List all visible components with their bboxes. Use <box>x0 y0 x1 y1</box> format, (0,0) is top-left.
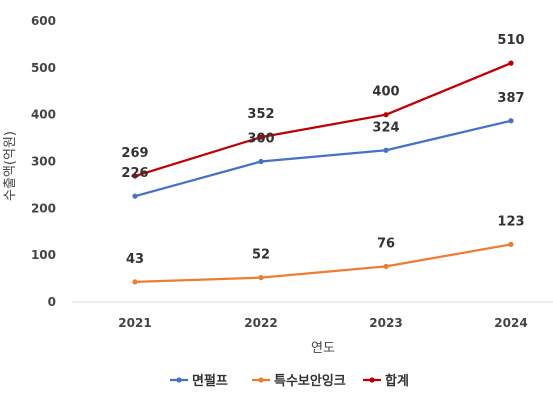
legend-marker <box>258 377 264 383</box>
series-line <box>133 62 513 178</box>
data-point <box>132 173 138 179</box>
data-point <box>132 193 138 199</box>
data-point <box>508 118 514 124</box>
data-label: 76 <box>377 236 395 251</box>
series-line <box>133 119 513 198</box>
data-point <box>258 134 264 140</box>
y-tick-label: 0 <box>48 295 56 309</box>
data-label: 352 <box>247 107 274 122</box>
legend-label: 면펄프 <box>192 373 228 389</box>
y-tick-label: 500 <box>31 61 56 75</box>
x-tick-label: 2022 <box>244 316 277 330</box>
legend-marker <box>369 377 375 383</box>
y-axis-title: 수출액(억원) <box>3 131 18 201</box>
y-tick-label: 300 <box>31 155 56 169</box>
data-point <box>508 60 514 66</box>
data-label: 43 <box>126 252 144 267</box>
data-point <box>258 275 264 281</box>
data-label: 387 <box>497 91 524 106</box>
y-tick-label: 100 <box>31 248 56 262</box>
data-labels: 226 300 324 387 43 52 76 123 269 352 400 510 <box>121 33 524 267</box>
data-label: 52 <box>252 248 270 263</box>
series-line <box>133 243 513 283</box>
legend: 면펄프 특수보안잉크 합계 <box>170 373 409 389</box>
data-label: 510 <box>497 33 524 48</box>
data-point <box>258 158 264 165</box>
legend-label: 합계 <box>385 373 409 389</box>
data-label: 300 <box>247 132 274 147</box>
legend-label: 특수보안잉크 <box>274 373 346 389</box>
y-axis-ticks: 0 100 200 300 400 500 600 <box>31 14 56 309</box>
data-label: 400 <box>372 85 399 100</box>
data-point <box>383 263 389 270</box>
data-point <box>383 147 389 153</box>
data-label: 123 <box>497 214 524 229</box>
x-axis-ticks: 2021 2022 2023 2024 <box>118 316 527 330</box>
y-tick-label: 400 <box>31 108 56 122</box>
x-tick-label: 2023 <box>369 316 402 330</box>
y-tick-label: 600 <box>31 14 56 28</box>
x-axis-title: 연도 <box>311 341 335 356</box>
legend-marker <box>176 377 182 383</box>
x-tick-label: 2021 <box>118 316 151 330</box>
data-label: 324 <box>372 120 399 135</box>
data-label: 226 <box>121 166 148 181</box>
data-point <box>508 241 514 247</box>
data-point <box>132 279 138 285</box>
data-point <box>383 112 389 118</box>
y-tick-label: 200 <box>31 201 56 215</box>
series-layer <box>132 60 514 285</box>
data-label: 269 <box>121 146 148 161</box>
x-tick-label: 2024 <box>494 316 527 330</box>
